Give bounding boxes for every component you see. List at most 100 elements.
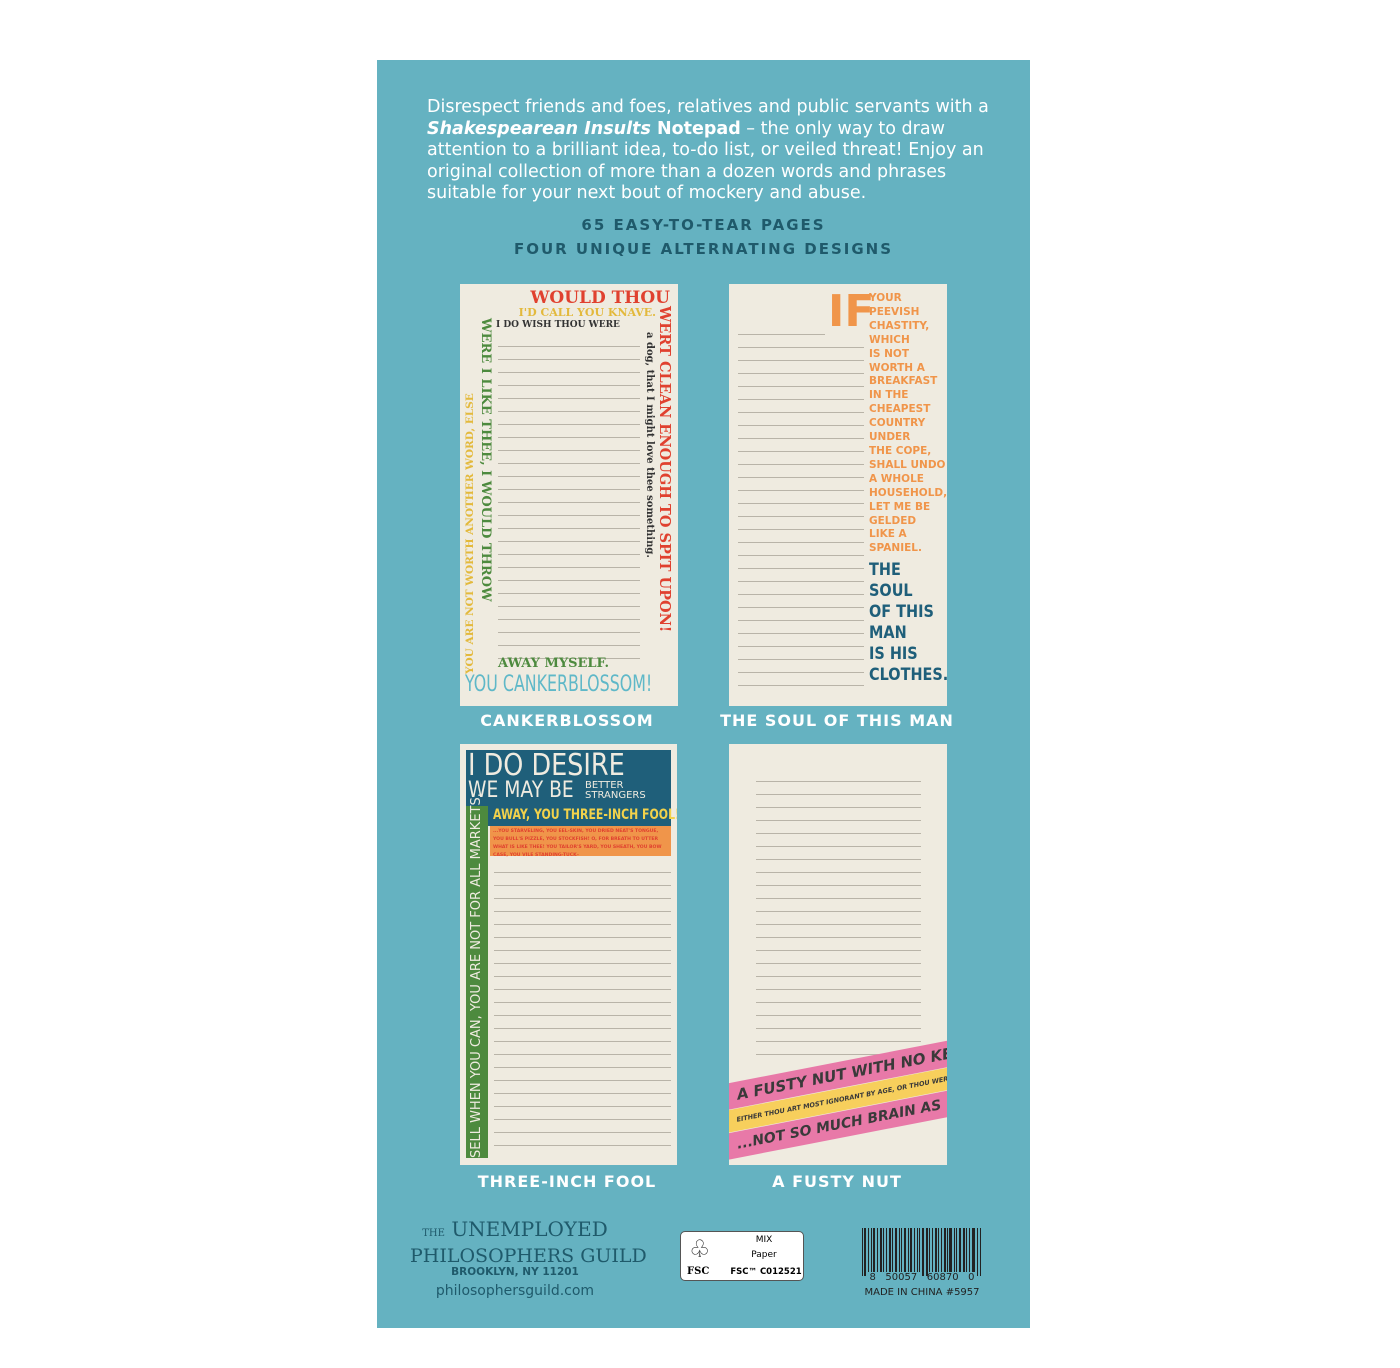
barcode-bar bbox=[926, 1228, 929, 1276]
barcode-bar bbox=[956, 1228, 958, 1272]
barcode-bar bbox=[867, 1228, 869, 1272]
barcode-bar bbox=[894, 1228, 898, 1272]
barcode-bar bbox=[883, 1228, 885, 1272]
design-text-line: WORTH A bbox=[869, 361, 925, 374]
design-text: IF bbox=[825, 286, 878, 337]
design-text-line: CHEAPEST bbox=[869, 403, 931, 416]
fsc-paper: Paper bbox=[751, 1250, 777, 1260]
design-text-line: LET ME BE bbox=[869, 500, 931, 513]
barcode-bar bbox=[932, 1228, 934, 1272]
side-band bbox=[466, 806, 488, 1158]
design-text: YOU CANKERBLOSSOM! bbox=[465, 672, 653, 697]
made-in: MADE IN CHINA #5957 bbox=[864, 1287, 980, 1298]
address: BROOKLYN, NY 11201 bbox=[451, 1266, 579, 1278]
design-text-line: MAN bbox=[869, 623, 907, 643]
design-text: WERT CLEAN ENOUGH TO SPIT UPON! bbox=[656, 306, 673, 633]
design-text: YOU ARE NOT WORTH ANOTHER WORD, ELSE bbox=[464, 393, 476, 674]
barcode bbox=[862, 1228, 982, 1276]
design-text: STRANGERS bbox=[585, 790, 646, 801]
notepad-three-inch-fool: I DO DESIRE WE MAY BE BETTER STRANGERS AW… bbox=[460, 744, 677, 1165]
design-text: AWAY MYSELF. bbox=[498, 656, 610, 671]
design-text: AWAY, YOU THREE-INCH FOOL! bbox=[493, 807, 677, 823]
barcode-bar bbox=[872, 1228, 876, 1272]
notepad-fusty-nut: A FUSTY NUT WITH NO KERNEL. EITHER THOU … bbox=[729, 744, 947, 1165]
design-text: I DO WISH THOU WERE bbox=[496, 320, 620, 330]
barcode-bar bbox=[937, 1228, 939, 1272]
barcode-bar bbox=[877, 1228, 879, 1272]
barcode-bar bbox=[863, 1228, 866, 1276]
barcode-bar bbox=[965, 1228, 967, 1272]
design-text-line: WHICH bbox=[869, 333, 910, 346]
design-text: BETTER bbox=[585, 780, 624, 791]
barcode-bar bbox=[886, 1228, 887, 1272]
design-text-navy: THE SOUL OF THIS MAN IS HIS CLOTHES. bbox=[869, 560, 947, 686]
barcode-bar bbox=[891, 1228, 893, 1272]
barcode-bar bbox=[904, 1228, 907, 1272]
barcode-bar bbox=[973, 1228, 976, 1272]
design-text-line: THE COPE, bbox=[869, 444, 932, 457]
caption-soul-of-this-man: THE SOUL OF THIS MAN bbox=[720, 711, 954, 730]
fsc-code: FSC™ C012521 bbox=[730, 1267, 802, 1277]
intro-text: Disrespect friends and foes, relatives a… bbox=[427, 97, 989, 203]
design-text-line: SPANIEL. bbox=[869, 542, 922, 555]
barcode-bar bbox=[968, 1228, 970, 1272]
design-text: a dog, that I might love thee something. bbox=[644, 332, 655, 558]
feature-designs: FOUR UNIQUE ALTERNATING DESIGNS bbox=[513, 240, 894, 258]
barcode-bar bbox=[888, 1228, 891, 1272]
barcode-bar bbox=[949, 1228, 953, 1272]
barcode-bar bbox=[946, 1228, 948, 1272]
barcode-bar bbox=[962, 1228, 965, 1272]
design-text: WOULD THOU bbox=[530, 288, 670, 308]
design-text-line: LIKE A bbox=[869, 528, 907, 541]
barcode-number: 8 50057 60870 0 bbox=[869, 1272, 975, 1283]
notepad-cankerblossom: WOULD THOU I'D CALL YOU KNAVE. I DO WISH… bbox=[460, 284, 678, 706]
caption-fusty-nut: A FUSTY NUT bbox=[772, 1172, 902, 1191]
barcode-bar bbox=[901, 1228, 903, 1272]
barcode-bar bbox=[918, 1228, 920, 1272]
feature-pages: 65 EASY-TO-TEAR PAGES bbox=[581, 216, 826, 234]
design-text-line: HOUSEHOLD, bbox=[869, 486, 947, 499]
notepad-soul-of-this-man: IF YOUR PEEVISH CHASTITY, WHICH IS NOT WORTH … bbox=[729, 284, 947, 706]
design-text: ...YOU STARVELING, YOU EEL-SKIN, YOU DRI… bbox=[490, 826, 671, 858]
design-text-line: CHASTITY, bbox=[869, 319, 930, 332]
fsc-tree-icon: ♧ bbox=[689, 1235, 711, 1263]
publisher-logo: THE UNEMPLOYED PHILOSOPHERS GUILD bbox=[410, 1217, 647, 1267]
design-text: I'D CALL YOU KNAVE. bbox=[518, 306, 656, 319]
barcode-bar bbox=[913, 1228, 915, 1272]
barcode-bar bbox=[870, 1228, 872, 1272]
barcode-bar bbox=[943, 1228, 946, 1272]
fsc-mix: MIX bbox=[755, 1235, 773, 1245]
barcode-bar bbox=[977, 1228, 979, 1276]
barcode-bar bbox=[980, 1228, 982, 1276]
barcode-bar bbox=[862, 1228, 863, 1276]
design-text-line: SHALL UNDO bbox=[869, 458, 946, 471]
design-text: WERE I LIKE THEE, I WOULD THROW bbox=[478, 318, 493, 602]
barcode-bar bbox=[959, 1228, 961, 1272]
website-link[interactable]: philosophersguild.com bbox=[435, 1283, 595, 1299]
design-text: SELL WHEN YOU CAN, YOU ARE NOT FOR ALL M… bbox=[469, 793, 484, 1158]
barcode-bar bbox=[916, 1228, 918, 1272]
fsc-label: ♧ FSC MIX Paper FSC™ C012521 bbox=[680, 1231, 804, 1281]
writing-lines bbox=[738, 322, 864, 692]
design-text-line: GELDED bbox=[869, 514, 917, 527]
writing-lines bbox=[494, 860, 671, 1150]
design-text: WE MAY BE bbox=[468, 778, 574, 803]
design-text-line: OF THIS bbox=[869, 602, 934, 622]
barcode-bar bbox=[908, 1228, 910, 1272]
barcode-bar bbox=[910, 1228, 912, 1272]
fsc-text: FSC bbox=[687, 1266, 710, 1277]
header-block bbox=[466, 750, 671, 806]
caption-cankerblossom: CANKERBLOSSOM bbox=[480, 711, 654, 730]
design-text-line: PEEVISH bbox=[869, 305, 920, 318]
barcode-bar bbox=[940, 1228, 942, 1272]
barcode-bar bbox=[899, 1228, 901, 1272]
design-text: I DO DESIRE bbox=[468, 748, 625, 783]
writing-lines bbox=[756, 769, 921, 1059]
design-text-line: THE SOUL bbox=[869, 560, 913, 601]
barcode-bar bbox=[954, 1228, 956, 1272]
design-text-line: BREAKFAST bbox=[869, 375, 938, 388]
barcode-bar bbox=[971, 1228, 973, 1272]
barcode-bar bbox=[929, 1228, 931, 1272]
barcode-bar bbox=[880, 1228, 883, 1272]
barcode-bar bbox=[935, 1228, 937, 1272]
